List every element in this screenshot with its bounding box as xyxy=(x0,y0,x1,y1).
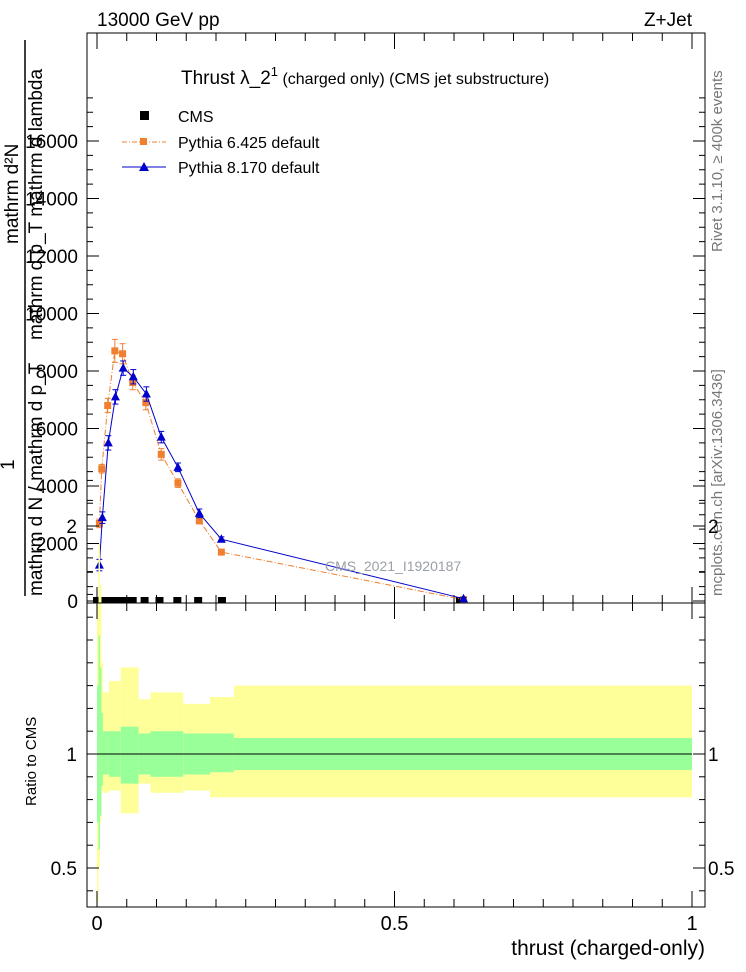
ratio-y-axis: 0.5 0.5 1 1 2 2 xyxy=(51,479,734,892)
main-y-tick-label: 4000 xyxy=(36,477,78,498)
legend-marker-cms xyxy=(140,111,149,120)
ratio-inner-band xyxy=(120,726,139,784)
analysis-watermark: CMS_2021_I1920187 xyxy=(325,558,461,574)
cms-data-point xyxy=(155,597,164,603)
pythia6-line xyxy=(98,350,464,601)
main-y-tick-label: 0 xyxy=(67,592,78,613)
main-y-tick-label: 2000 xyxy=(36,535,78,556)
pythia8-data-point xyxy=(459,593,469,603)
main-y-tick-label: 12000 xyxy=(25,247,78,268)
pythia6-data-point xyxy=(142,399,150,407)
y-label-num-line2: mathrm d p_T mathrm d lambda xyxy=(26,69,47,340)
y-label-frac-num: 1 xyxy=(0,459,19,470)
x-tick-label: 1 xyxy=(686,913,697,935)
pythia6-data-point xyxy=(104,402,112,409)
ratio-y-tick-label-right: 2 xyxy=(708,517,719,538)
pythia8-data-point xyxy=(156,432,166,441)
pythia8-data-point xyxy=(128,371,138,381)
pythia6-data-point xyxy=(157,450,165,458)
y-label-num-line1: mathrm d²N xyxy=(2,144,23,244)
main-y-axis-label: mathrm d²N mathrm d p_T mathrm d lambda … xyxy=(0,40,47,596)
main-y-tick-label: 6000 xyxy=(36,420,78,441)
cms-data-point xyxy=(128,597,137,603)
y-label-frac-den: mathrm d N / mathrm d p_T xyxy=(26,362,47,596)
legend-label-pythia6: Pythia 6.425 default xyxy=(178,135,320,152)
main-x-axis xyxy=(96,33,693,603)
chart-title: Thrust λ_21 (charged only) (CMS jet subs… xyxy=(181,64,549,89)
pythia6-data-point xyxy=(174,479,182,487)
pythia8-data-point xyxy=(110,391,120,401)
pythia8-data-point xyxy=(194,508,204,517)
ratio-y-axis-label: Ratio to CMS xyxy=(23,717,40,806)
pythia8-data-point xyxy=(103,437,113,447)
pythia8-data-point xyxy=(118,363,128,372)
cms-data-point xyxy=(116,597,125,603)
x-tick-label: 0 xyxy=(91,913,102,935)
main-y-tick-label: 10000 xyxy=(25,305,78,326)
pythia6-data-point xyxy=(129,379,137,386)
cms-data-point xyxy=(140,597,149,603)
pythia8-data-point xyxy=(216,534,226,543)
ratio-plot-frame xyxy=(86,602,706,908)
ratio-y-tick-label: 0.5 xyxy=(51,859,77,880)
main-plot-panel: 0 2000 4000 6000 8000 10000 12000 14000 16000 Th… xyxy=(25,32,706,613)
cms-data-point xyxy=(122,597,131,603)
ratio-inner-band xyxy=(98,635,100,850)
ratio-y-tick-label-right: 1 xyxy=(708,745,719,766)
pythia8-data-point xyxy=(97,512,107,522)
ratio-y-tick-label: 1 xyxy=(66,745,77,766)
x-tick-label: 0.5 xyxy=(381,913,409,935)
cms-data-point xyxy=(217,597,226,603)
pythia6-data-point xyxy=(195,517,203,524)
pythia6-data-point xyxy=(119,350,127,358)
pythia6-data-point xyxy=(217,548,225,556)
main-y-tick-label: 16000 xyxy=(25,132,78,153)
ratio-inner-band xyxy=(102,731,109,775)
legend-marker-pythia6 xyxy=(140,138,147,145)
cms-data-point xyxy=(110,597,119,603)
main-y-tick-label: 8000 xyxy=(36,362,78,383)
mcplots-label: mcplots.cern.ch [arXiv:1306.3436] xyxy=(709,369,726,596)
pythia6-data-point xyxy=(98,465,106,473)
ratio-inner-band xyxy=(99,667,102,816)
ratio-y-tick-label-right: 0.5 xyxy=(708,859,734,880)
pythia6-data-point xyxy=(111,347,119,355)
pythia8-line xyxy=(98,367,464,600)
pythia8-data-point xyxy=(141,389,151,398)
x-axis-label: thrust (charged-only) xyxy=(511,937,705,960)
legend-marker-pythia8 xyxy=(139,162,149,171)
legend-label-cms: CMS xyxy=(178,109,214,126)
main-y-axis: 0 2000 4000 6000 8000 10000 12000 14000 16000 xyxy=(25,97,705,613)
header-left-label: 13000 GeV pp xyxy=(97,10,220,31)
cms-data-point xyxy=(98,597,107,603)
main-y-tick-label: 14000 xyxy=(25,190,78,211)
cms-data-point xyxy=(104,597,113,603)
cms-data-point xyxy=(173,597,182,603)
legend-label-pythia8: Pythia 8.170 default xyxy=(178,160,320,177)
cms-data-point xyxy=(194,597,203,603)
ratio-inner-band xyxy=(210,733,234,773)
ratio-inner-band xyxy=(101,712,103,786)
ratio-x-axis: 0 0.5 1 xyxy=(91,603,698,935)
header-right-label: Z+Jet xyxy=(644,10,693,31)
rivet-label: Rivet 3.1.10, ≥ 400k events xyxy=(709,70,726,252)
ratio-y-tick-label: 2 xyxy=(66,517,77,538)
cms-data-point xyxy=(455,597,464,603)
pythia8-data-point xyxy=(173,462,183,471)
legend: CMS Pythia 6.425 default Pythia 8.170 de… xyxy=(122,109,320,177)
cms-data-point xyxy=(93,597,101,603)
ratio-plot-panel: 0.5 0.51 12 2 0 0.5 1 xyxy=(51,479,734,935)
